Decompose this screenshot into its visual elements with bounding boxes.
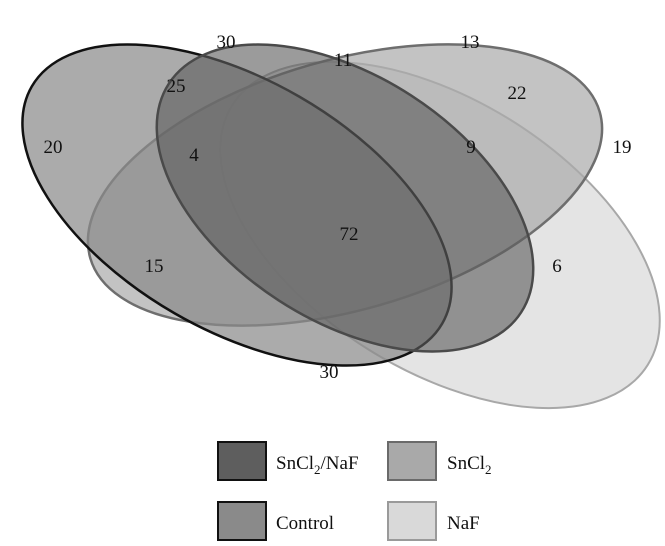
count-naf-only: 19 xyxy=(613,137,632,158)
legend-swatch-naf xyxy=(387,501,437,541)
count-control-sncl2-naf: 15 xyxy=(145,256,164,277)
count-control-naf: 30 xyxy=(320,362,339,383)
legend-label-naf: NaF xyxy=(447,513,480,534)
count-control-sncl2naf: 25 xyxy=(167,76,186,97)
legend-label-sncl2-naf: SnCl2/NaF xyxy=(276,453,359,477)
legend-swatch-sncl2-naf xyxy=(217,441,267,481)
legend-item-naf: NaF xyxy=(387,501,480,541)
legend-label-sncl2: SnCl2 xyxy=(447,453,492,477)
set-ellipses xyxy=(21,43,661,410)
count-sncl2naf-sncl2: 11 xyxy=(334,50,352,71)
legend-swatch-sncl2 xyxy=(387,441,437,481)
legend: SnCl2/NaF SnCl2 Control NaF xyxy=(217,441,492,541)
count-sncl2-naf: 22 xyxy=(508,83,527,104)
count-control-only: 20 xyxy=(44,137,63,158)
ellipse-sncl2-naf xyxy=(155,43,535,353)
count-sncl2naf-naf: 6 xyxy=(552,256,562,277)
region-counts: 20 25 4 30 11 13 22 9 19 72 15 6 30 xyxy=(44,32,632,383)
legend-label-control: Control xyxy=(276,513,334,534)
count-all-four: 72 xyxy=(340,224,359,245)
count-sncl2naf-only: 30 xyxy=(217,32,236,53)
count-control-sncl2naf-sncl2: 4 xyxy=(189,145,199,166)
legend-swatch-control xyxy=(217,501,267,541)
count-sncl2naf-sncl2-naf: 9 xyxy=(466,137,476,158)
legend-item-sncl2-naf: SnCl2/NaF xyxy=(217,441,359,481)
legend-item-sncl2: SnCl2 xyxy=(387,441,492,481)
legend-item-control: Control xyxy=(217,501,334,541)
count-sncl2-only: 13 xyxy=(461,32,480,53)
